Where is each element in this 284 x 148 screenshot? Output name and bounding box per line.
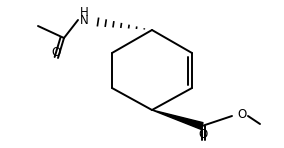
Text: N: N xyxy=(80,13,88,26)
Text: O: O xyxy=(199,128,208,141)
Text: O: O xyxy=(237,108,246,122)
Text: H: H xyxy=(80,5,88,18)
Text: O: O xyxy=(51,46,60,59)
Polygon shape xyxy=(152,110,203,129)
